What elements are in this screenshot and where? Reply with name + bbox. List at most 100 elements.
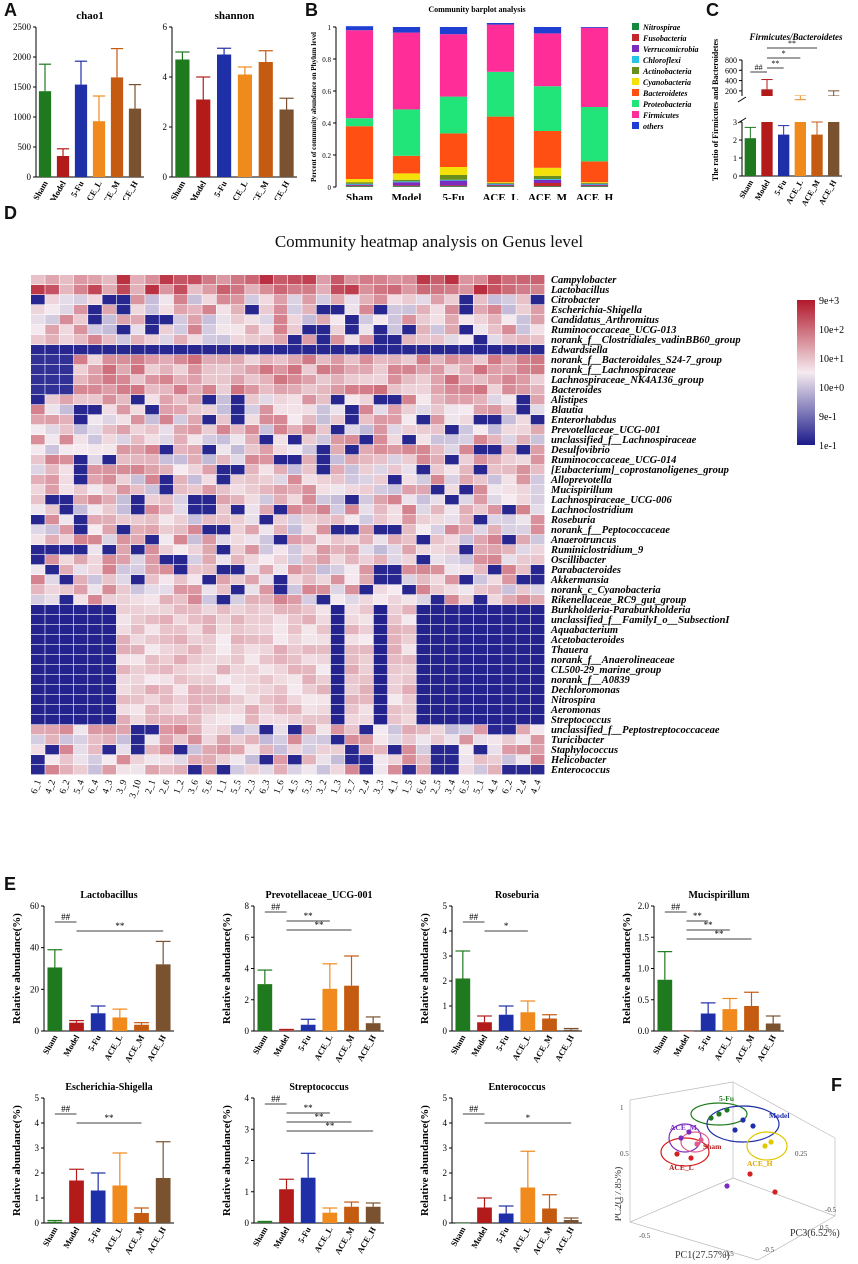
heatmap-cell	[302, 425, 316, 435]
heatmap-cell	[445, 735, 459, 745]
heatmap-cell	[359, 395, 374, 405]
heatmap-cell	[345, 615, 359, 625]
heatmap-cell	[59, 625, 74, 635]
heatmap-cell	[430, 395, 445, 405]
heatmap-cell	[416, 715, 431, 725]
heatmap-cell	[302, 765, 316, 775]
heatmap-cell	[145, 475, 159, 485]
heatmap-cell	[459, 605, 474, 615]
heatmap-cell	[45, 295, 59, 305]
heatmap-cell	[188, 475, 202, 485]
heatmap-cell	[116, 345, 131, 355]
heatmap-cell	[487, 635, 502, 645]
heatmap-cell	[445, 325, 459, 335]
genus-label: norank_c_Cyanobacteria	[551, 585, 661, 596]
panel-e-letter: E	[4, 874, 17, 894]
stack-Bacteroidetes	[392, 155, 421, 174]
panel-b-community-barplot: Community barplot analysis00.20.40.60.81…	[310, 5, 699, 200]
pca-tick-label: 1	[620, 1104, 624, 1112]
bar-Sham	[257, 984, 273, 1031]
heatmap-cell	[116, 665, 131, 675]
heatmap-cell	[330, 535, 345, 545]
heatmap-cell	[316, 335, 331, 345]
heatmap-cell	[459, 335, 474, 345]
heatmap-cell	[430, 335, 445, 345]
heatmap-cell	[288, 285, 302, 295]
heatmap-cell	[31, 625, 45, 635]
heatmap-cell	[359, 495, 374, 505]
heatmap-cell	[330, 485, 345, 495]
heatmap-cell	[530, 275, 545, 285]
heatmap-cell	[288, 495, 302, 505]
heatmap-cell	[273, 655, 288, 665]
heatmap-cell	[188, 735, 202, 745]
heatmap-cell	[188, 655, 202, 665]
heatmap-cell	[130, 345, 145, 355]
heatmap-cell	[359, 565, 374, 575]
heatmap-cell	[73, 425, 88, 435]
heatmap-cell	[188, 635, 202, 645]
genus-label: Nitrospira	[550, 695, 595, 706]
x-tick-label: ACE_M	[122, 1225, 146, 1256]
sample-label: 4_1	[387, 778, 401, 795]
heatmap-cell	[202, 435, 217, 445]
heatmap-cell	[116, 485, 131, 495]
heatmap-cell	[116, 285, 131, 295]
heatmap-cell	[73, 565, 88, 575]
heatmap-cell	[402, 535, 416, 545]
heatmap-cell	[487, 285, 502, 295]
heatmap-cell	[73, 495, 88, 505]
x-tick-label: Sham	[41, 1225, 60, 1248]
heatmap-cell	[487, 745, 502, 755]
heatmap-cell	[45, 685, 59, 695]
bar-Model	[56, 156, 70, 177]
heatmap-cell	[487, 725, 502, 735]
heatmap-cell	[230, 655, 245, 665]
heatmap-cell	[159, 495, 174, 505]
heatmap-cell	[73, 655, 88, 665]
heatmap-cell	[273, 715, 288, 725]
heatmap-cell	[487, 335, 502, 345]
sig-mark: *	[526, 1113, 531, 1123]
heatmap-cell	[487, 395, 502, 405]
heatmap-cell	[230, 535, 245, 545]
heatmap-cell	[288, 385, 302, 395]
heatmap-cell	[359, 405, 374, 415]
legend-swatch	[632, 78, 639, 85]
heatmap-cell	[230, 515, 245, 525]
heatmap-cell	[330, 475, 345, 485]
heatmap-cell	[130, 365, 145, 375]
heatmap-cell	[387, 615, 402, 625]
heatmap-cell	[145, 355, 159, 365]
x-tick-label: Model	[469, 1032, 490, 1058]
heatmap-cell	[516, 625, 531, 635]
heatmap-cell	[416, 655, 431, 665]
heatmap-cell	[359, 375, 374, 385]
heatmap-cell	[45, 515, 59, 525]
heatmap-cell	[345, 695, 359, 705]
heatmap-cell	[173, 305, 188, 315]
sample-label: 6_4	[87, 778, 101, 795]
heatmap-cell	[373, 565, 388, 575]
heatmap-cell	[216, 455, 231, 465]
heatmap-cell	[473, 515, 488, 525]
heatmap-cell	[245, 615, 259, 625]
heatmap-cell	[116, 475, 131, 485]
heatmap-cell	[102, 405, 117, 415]
heatmap-cell	[130, 495, 145, 505]
heatmap-cell	[445, 565, 459, 575]
heatmap-cell	[73, 695, 88, 705]
sample-label: 2_3	[244, 778, 258, 795]
heatmap-cell	[173, 655, 188, 665]
heatmap-cell	[216, 665, 231, 675]
stack-Chloroflexi	[486, 183, 515, 185]
heatmap-cell	[430, 485, 445, 495]
heatmap-cell	[402, 425, 416, 435]
heatmap-cell	[416, 285, 431, 295]
heatmap-cell	[373, 665, 388, 675]
heatmap-cell	[173, 485, 188, 495]
heatmap-cell	[345, 705, 359, 715]
heatmap-cell	[487, 495, 502, 505]
heatmap-cell	[345, 595, 359, 605]
heatmap-cell	[445, 725, 459, 735]
